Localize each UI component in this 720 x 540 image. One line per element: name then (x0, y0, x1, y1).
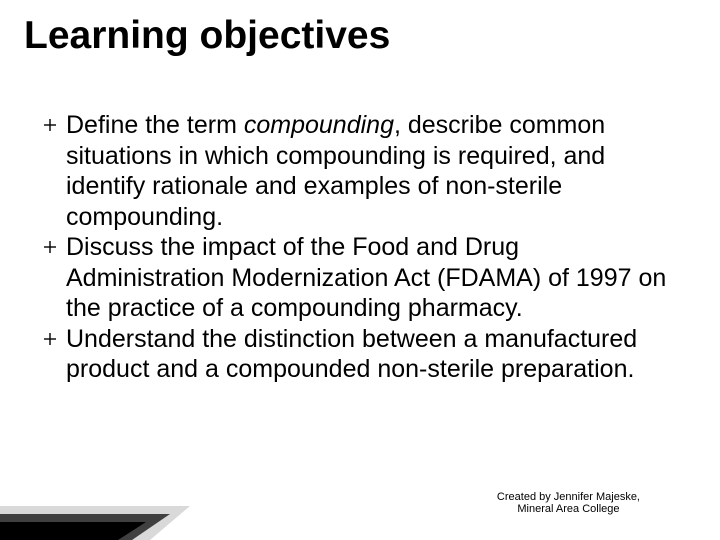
footer-credit: Created by Jennifer Majeske, Mineral Are… (497, 491, 640, 516)
bullet-icon (44, 333, 66, 345)
list-item: Understand the distinction between a man… (44, 324, 680, 385)
footer-line1: Created by Jennifer Majeske, (497, 491, 640, 504)
bullet-icon (44, 119, 66, 131)
slide-title: Learning objectives (24, 14, 390, 58)
slide: Learning objectives Define the term comp… (0, 0, 720, 540)
list-item-text: Understand the distinction between a man… (66, 324, 680, 385)
list-item-text: Define the term compounding, describe co… (66, 110, 680, 232)
accent-shape-black (0, 522, 146, 540)
footer-line2: Mineral Area College (497, 503, 640, 516)
bullet-icon (44, 241, 66, 253)
slide-body: Define the term compounding, describe co… (44, 110, 680, 385)
list-item: Define the term compounding, describe co… (44, 110, 680, 232)
accent-shape-light (0, 506, 190, 540)
list-item-text: Discuss the impact of the Food and Drug … (66, 232, 680, 324)
list-item: Discuss the impact of the Food and Drug … (44, 232, 680, 324)
accent-shape-dark (0, 514, 170, 540)
corner-accent (0, 494, 240, 540)
